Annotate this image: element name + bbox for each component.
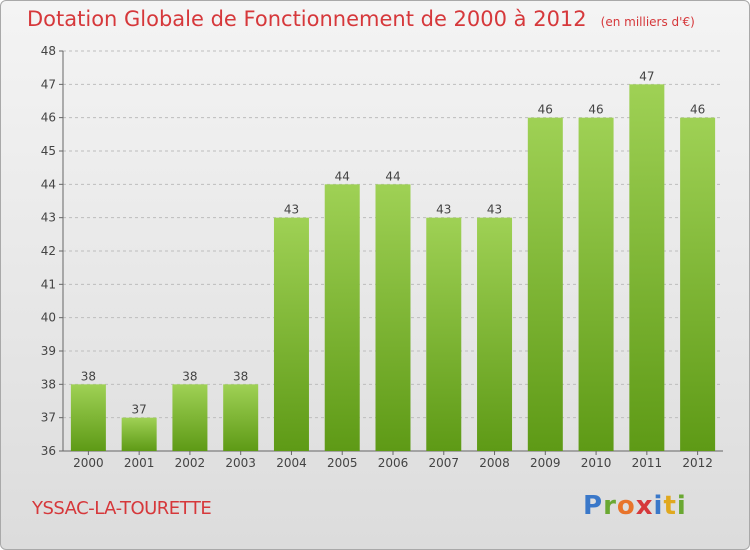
data-label: 38 — [233, 369, 248, 383]
chart-unit: (en milliers d'€) — [600, 15, 695, 29]
x-tick-label: 2003 — [225, 456, 256, 470]
bar — [273, 217, 309, 451]
y-tick-label: 47 — [41, 77, 56, 91]
y-tick-label: 44 — [41, 177, 56, 191]
bar — [578, 117, 614, 452]
x-tick-label: 2005 — [327, 456, 358, 470]
y-tick-label: 43 — [41, 211, 56, 225]
y-tick-label: 40 — [41, 311, 56, 325]
data-label: 43 — [284, 203, 299, 217]
data-label: 37 — [132, 403, 147, 417]
x-tick-label: 2007 — [428, 456, 459, 470]
y-tick-label: 39 — [41, 344, 56, 358]
y-tick-label: 38 — [41, 377, 56, 391]
chart-title: Dotation Globale de Fonctionnement de 20… — [27, 7, 695, 31]
chart-title-text: Dotation Globale de Fonctionnement de 20… — [27, 7, 587, 31]
label-layer: 38 2000 37 2001 38 2002 38 2003 43 2004 44 2005 44 20… — [73, 69, 713, 470]
bar — [121, 417, 157, 451]
location-name: YSSAC-LA-TOURETTE — [32, 498, 212, 519]
bar — [324, 184, 360, 452]
x-tick-label: 2004 — [276, 456, 307, 470]
bar — [375, 184, 411, 452]
x-tick-label: 2002 — [175, 456, 206, 470]
x-tick-label: 2012 — [682, 456, 713, 470]
y-tick-label: 42 — [41, 244, 56, 258]
data-label: 46 — [690, 103, 705, 117]
bar — [629, 84, 665, 451]
bar — [70, 384, 106, 451]
data-label: 38 — [81, 369, 96, 383]
bar — [172, 384, 208, 451]
bar-layer — [70, 84, 716, 452]
y-tick-label: 41 — [41, 277, 56, 291]
axis-layer: 36 37 38 39 40 41 42 43 44 45 46 47 48 — [41, 44, 723, 458]
x-tick-label: 2010 — [581, 456, 612, 470]
bar — [477, 217, 513, 451]
proxiti-logo: Proxiti — [583, 491, 687, 521]
y-tick-label: 36 — [41, 444, 56, 458]
data-label: 44 — [385, 169, 400, 183]
bar — [223, 384, 259, 451]
x-tick-label: 2006 — [378, 456, 409, 470]
x-tick-label: 2000 — [73, 456, 104, 470]
x-tick-label: 2011 — [632, 456, 663, 470]
data-label: 43 — [487, 203, 502, 217]
data-label: 43 — [436, 203, 451, 217]
bar — [426, 217, 462, 451]
data-label: 44 — [335, 169, 350, 183]
data-label: 38 — [182, 369, 197, 383]
bar — [527, 117, 563, 452]
y-tick-label: 45 — [41, 144, 56, 158]
y-tick-label: 37 — [41, 411, 56, 425]
bar — [680, 117, 716, 452]
x-tick-label: 2001 — [124, 456, 155, 470]
x-tick-label: 2008 — [479, 456, 510, 470]
data-label: 46 — [538, 103, 553, 117]
data-label: 47 — [639, 69, 654, 83]
y-tick-label: 48 — [41, 44, 56, 58]
x-tick-label: 2009 — [530, 456, 561, 470]
y-tick-label: 46 — [41, 111, 56, 125]
data-label: 46 — [588, 103, 603, 117]
